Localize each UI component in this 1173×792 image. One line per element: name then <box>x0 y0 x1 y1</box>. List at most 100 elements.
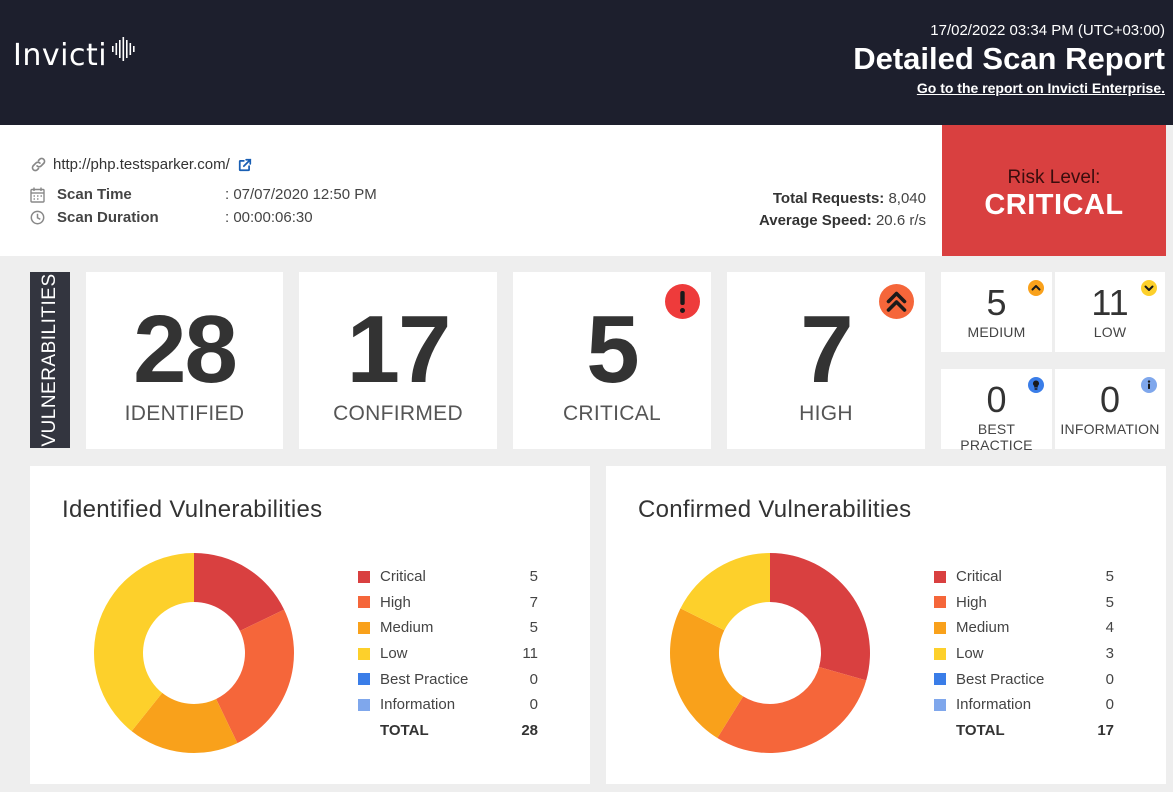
legend-value: 5 <box>529 568 538 586</box>
legend-swatch <box>358 647 370 660</box>
confirmed-label: CONFIRMED <box>333 402 463 425</box>
legend-value: 5 <box>529 619 538 637</box>
legend-item-critical: Critical 5 <box>934 564 1114 590</box>
invicti-logo: Invicti <box>13 36 137 73</box>
average-speed-label: Average Speed: <box>758 212 872 229</box>
risk-level-label: Risk Level: <box>1007 167 1101 188</box>
legend-item-low: Low 11 <box>358 641 538 667</box>
legend-item-medium: Medium 4 <box>934 615 1114 641</box>
information-card: 0 INFORMATION <box>1055 369 1165 449</box>
best-practice-card: 0 BEST PRACTICE <box>941 369 1052 453</box>
scan-duration-value: : 00:00:06:30 <box>225 209 313 226</box>
high-card: 7 HIGH <box>727 272 925 449</box>
legend-label: Medium <box>380 619 434 637</box>
identified-donut-chart <box>93 553 294 753</box>
donut-slice-medium <box>131 692 238 753</box>
critical-count: 5 <box>586 296 639 403</box>
identified-chart-panel: Identified Vulnerabilities Critical 5 High… <box>30 466 590 784</box>
medium-count: 5 <box>986 282 1007 323</box>
identified-count: 28 <box>133 296 238 403</box>
legend-total-row: TOTAL 28 <box>358 718 538 744</box>
request-totals: Total Requests: 8,040 Average Speed: 20.… <box>759 188 926 232</box>
legend-label: Critical <box>380 568 426 586</box>
confirmed-chart-title: Confirmed Vulnerabilities <box>638 496 912 523</box>
legend-swatch <box>358 673 370 686</box>
legend-swatch <box>934 698 946 711</box>
info-icon <box>1141 377 1157 393</box>
total-requests-label: Total Requests: <box>772 190 885 207</box>
legend-swatch <box>358 570 370 583</box>
legend-item-critical: Critical 5 <box>358 564 538 590</box>
confirmed-chart-legend: Critical 5 High 5 Medium 4 Low 3 Best Practice 0 I… <box>934 564 1114 743</box>
identified-chart-legend: Critical 5 High 7 Medium 5 Low 11 Best Practice 0… <box>358 564 538 743</box>
legend-value: 7 <box>529 593 538 611</box>
double-chevron-up-icon <box>879 284 914 319</box>
donut-slice-low <box>93 553 194 732</box>
medium-card: 5 MEDIUM <box>941 272 1052 352</box>
legend-swatch <box>934 647 946 660</box>
medium-label: MEDIUM <box>967 324 1026 340</box>
chevron-up-icon <box>1028 280 1044 296</box>
low-card: 11 LOW <box>1055 272 1165 352</box>
external-link-icon[interactable] <box>238 158 252 172</box>
legend-label: Critical <box>956 568 1002 586</box>
legend-label: Low <box>380 645 408 663</box>
legend-value: 5 <box>1105 568 1114 586</box>
chevron-down-icon <box>1141 280 1157 296</box>
legend-swatch <box>358 621 370 634</box>
legend-value: 0 <box>529 696 538 714</box>
legend-value: 4 <box>1105 619 1114 637</box>
legend-total-row: TOTAL 17 <box>934 718 1114 744</box>
legend-value: 0 <box>1105 670 1114 688</box>
legend-value: 0 <box>529 670 538 688</box>
risk-level-box: Risk Level: CRITICAL <box>942 125 1166 256</box>
donut-slice-high <box>216 609 294 744</box>
legend-item-medium: Medium 5 <box>358 615 538 641</box>
enterprise-report-link[interactable]: Go to the report on Invicti Enterprise. <box>916 80 1165 96</box>
vulnerabilities-tab-label: VULNERABILITIES <box>39 273 60 447</box>
legend-item-best-practice: Best Practice 0 <box>358 666 538 692</box>
calendar-icon <box>30 187 45 203</box>
critical-card: 5 CRITICAL <box>513 272 711 449</box>
target-url[interactable]: http://php.testsparker.com/ <box>53 156 230 173</box>
exclamation-icon <box>665 284 700 319</box>
low-label: LOW <box>1093 324 1127 340</box>
vulnerabilities-tab: VULNERABILITIES <box>30 272 70 448</box>
best-practice-label: BEST PRACTICE <box>960 421 1033 453</box>
confirmed-card: 17 CONFIRMED <box>299 272 497 449</box>
scan-time-label: Scan Time <box>57 186 132 203</box>
high-count: 7 <box>800 296 853 403</box>
confirmed-chart-panel: Confirmed Vulnerabilities Critical 5 High 5… <box>606 466 1166 784</box>
legend-value: 3 <box>1105 645 1114 663</box>
legend-item-information: Information 0 <box>358 692 538 718</box>
legend-swatch <box>934 621 946 634</box>
legend-item-information: Information 0 <box>934 692 1114 718</box>
legend-swatch <box>934 596 946 609</box>
legend-item-high: High 7 <box>358 590 538 616</box>
legend-label: High <box>380 593 411 611</box>
critical-label: CRITICAL <box>562 402 662 425</box>
confirmed-donut-chart <box>670 553 870 753</box>
information-count: 0 <box>1099 379 1121 420</box>
legend-swatch <box>358 596 370 609</box>
legend-total-value: 28 <box>521 721 538 739</box>
legend-item-low: Low 3 <box>934 641 1114 667</box>
scan-info-panel: http://php.testsparker.com/ Scan Time : … <box>0 125 942 256</box>
report-header: Invicti 17/02/2022 03:34 PM (UTC+03:00) … <box>0 0 1173 125</box>
best-practice-count: 0 <box>986 379 1007 420</box>
legend-value: 5 <box>1105 593 1114 611</box>
risk-level-value: CRITICAL <box>984 189 1124 221</box>
legend-value: 0 <box>1105 696 1114 714</box>
confirmed-count: 17 <box>346 296 452 403</box>
donut-slice-low <box>680 553 770 631</box>
donut-slice-high <box>717 666 867 753</box>
average-speed-value: 20.6 r/s <box>875 212 926 229</box>
legend-swatch <box>934 570 946 583</box>
donut-slice-critical <box>770 553 870 681</box>
identified-chart-title: Identified Vulnerabilities <box>62 496 323 523</box>
legend-label: Low <box>956 645 984 663</box>
logo-text: Invicti <box>13 38 108 73</box>
identified-label: IDENTIFIED <box>124 402 245 425</box>
legend-label: Best Practice <box>380 670 469 688</box>
donut-slice-critical <box>194 553 285 631</box>
